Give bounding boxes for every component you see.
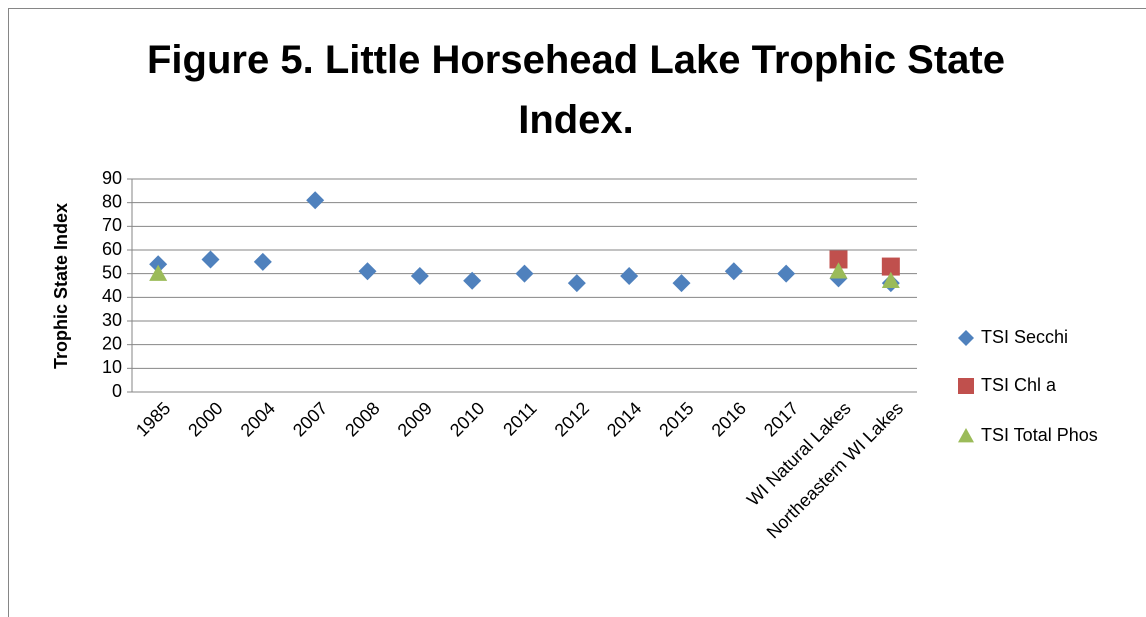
legend-marker bbox=[958, 428, 974, 443]
data-point bbox=[724, 262, 743, 281]
y-tick-label: 20 bbox=[102, 333, 122, 353]
y-tick-label: 40 bbox=[102, 286, 122, 306]
data-point bbox=[881, 271, 900, 288]
y-tick-label: 50 bbox=[102, 262, 122, 282]
legend-marker bbox=[958, 378, 974, 394]
legend-label: TSI Total Phos bbox=[981, 425, 1098, 445]
data-point bbox=[672, 274, 691, 293]
data-point bbox=[358, 262, 377, 281]
y-tick-label: 90 bbox=[102, 168, 122, 188]
data-point bbox=[777, 264, 796, 283]
data-point bbox=[829, 262, 848, 279]
data-point bbox=[306, 191, 325, 210]
y-tick-label: 60 bbox=[102, 239, 122, 259]
data-point bbox=[149, 264, 168, 281]
data-point bbox=[881, 257, 900, 276]
data-point bbox=[515, 264, 534, 283]
y-tick-label: 10 bbox=[102, 357, 122, 377]
data-point bbox=[620, 267, 639, 286]
data-point bbox=[201, 250, 220, 269]
data-point bbox=[829, 250, 848, 269]
y-tick-label: 80 bbox=[102, 191, 122, 211]
chart-title: Figure 5. Little Horsehead Lake Trophic … bbox=[147, 38, 1005, 142]
y-tick-label: 30 bbox=[102, 310, 122, 330]
data-point bbox=[253, 252, 272, 271]
y-axis-title: Trophic State Index bbox=[51, 203, 71, 369]
chart-border bbox=[8, 8, 1146, 617]
legend-marker bbox=[958, 330, 974, 346]
legend-label: TSI Chl a bbox=[981, 375, 1057, 395]
data-point bbox=[149, 255, 168, 274]
legend-label: TSI Secchi bbox=[981, 327, 1068, 347]
data-point bbox=[463, 271, 482, 290]
y-tick-label: 0 bbox=[112, 381, 122, 401]
data-point bbox=[410, 267, 429, 286]
data-point bbox=[567, 274, 586, 293]
y-tick-label: 70 bbox=[102, 215, 122, 235]
